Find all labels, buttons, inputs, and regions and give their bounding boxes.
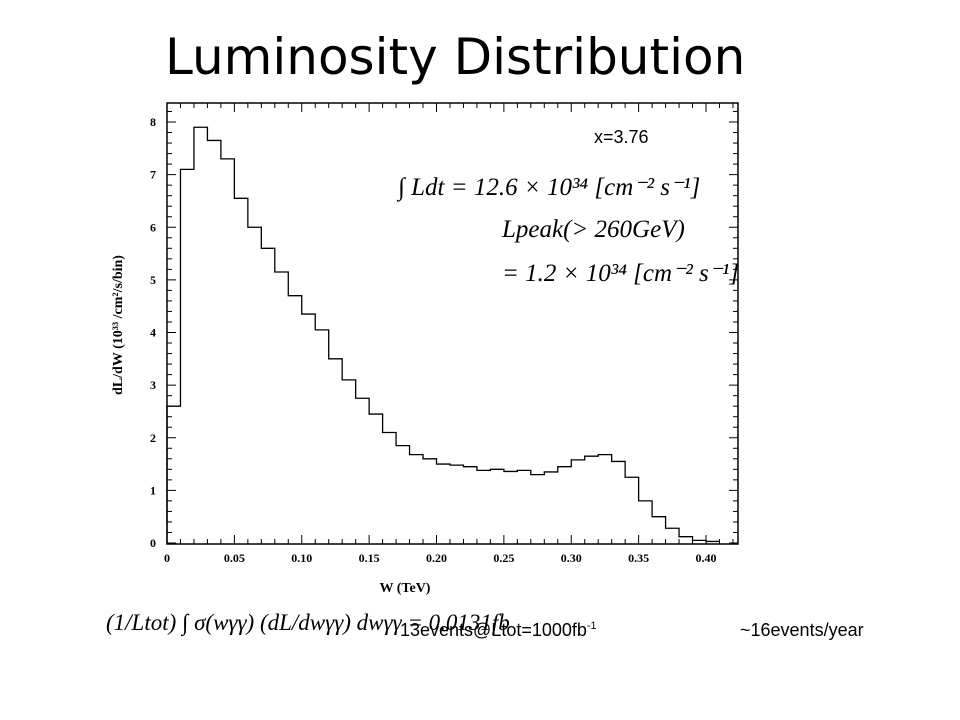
events-per-year-label: ~16events/year — [740, 620, 864, 640]
y-tick-label: 7 — [150, 168, 156, 182]
x-tick-label: 0.40 — [696, 551, 717, 565]
y-tick-label: 5 — [150, 273, 156, 287]
x-tick-label: 0.25 — [493, 551, 514, 565]
peak-luminosity-label: Lpeak(> 260GeV) — [502, 216, 685, 243]
x-tick-label: 0.20 — [426, 551, 447, 565]
y-axis-title: dL/dW (10³³ /cm²/s/bin) — [111, 255, 126, 395]
y-tick-label: 4 — [150, 326, 156, 340]
x-parameter-label: x=3.76 — [594, 127, 649, 147]
events-exponent: -1 — [586, 620, 597, 632]
x-tick-label: 0 — [164, 551, 170, 565]
y-tick-label: 2 — [150, 431, 156, 445]
axis-ticks — [166, 103, 738, 544]
events-label: 13events@Ltot=1000fb-1 — [400, 620, 597, 640]
cross-section-equation: (1/Ltot) ∫ σ(wγγ) (dL/dwγγ) dwγγ = 0.013… — [106, 610, 510, 635]
x-tick-label: 0.15 — [359, 551, 380, 565]
x-axis-title: W (TeV) — [380, 581, 431, 596]
integrated-luminosity-equation: ∫ Ldt = 12.6 × 10³⁴ [cm⁻² s⁻¹] — [398, 174, 701, 201]
y-tick-label: 1 — [150, 483, 156, 497]
plot-frame — [166, 102, 739, 545]
peak-luminosity-value: = 1.2 × 10³⁴ [cm⁻² s⁻¹] — [502, 260, 740, 287]
histogram-line — [166, 126, 720, 543]
y-tick-label: 8 — [150, 115, 156, 129]
y-tick-label: 6 — [150, 220, 156, 234]
x-tick-label: 0.35 — [628, 551, 649, 565]
x-tick-label: 0.10 — [291, 551, 312, 565]
x-tick-label: 0.05 — [224, 551, 245, 565]
plot-border — [166, 102, 739, 545]
slide-title: Luminosity Distribution — [165, 28, 746, 86]
y-tick-label: 0 — [150, 536, 156, 550]
y-tick-label: 3 — [150, 378, 156, 392]
x-tick-label: 0.30 — [561, 551, 582, 565]
tick-labels: 0 0.05 0.10 0.15 0.20 0.25 0.30 0.35 0.40 0 1 2 3 4 5 6… — [150, 115, 717, 565]
